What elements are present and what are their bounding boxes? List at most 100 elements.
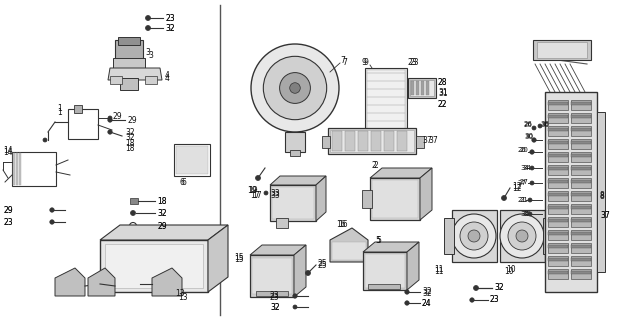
Bar: [597, 112, 605, 272]
Bar: [571, 206, 591, 209]
Text: 37: 37: [600, 211, 609, 220]
Bar: [548, 141, 568, 144]
Circle shape: [130, 211, 136, 215]
Bar: [426, 81, 429, 95]
Bar: [548, 180, 568, 183]
Text: 32: 32: [494, 284, 503, 292]
Text: 35: 35: [520, 211, 529, 217]
Text: 5: 5: [376, 236, 381, 244]
Bar: [548, 154, 568, 157]
Circle shape: [251, 44, 339, 132]
Bar: [571, 258, 591, 261]
Bar: [571, 219, 591, 222]
Circle shape: [530, 166, 534, 170]
Text: 19: 19: [247, 186, 257, 195]
Text: 23: 23: [270, 292, 280, 300]
Circle shape: [502, 196, 507, 201]
Circle shape: [528, 212, 532, 216]
Bar: [290, 150, 300, 156]
Text: 35: 35: [522, 211, 531, 217]
Polygon shape: [330, 228, 368, 262]
Text: 34: 34: [520, 165, 529, 171]
Text: 23: 23: [3, 218, 12, 227]
Text: 25: 25: [318, 259, 327, 268]
Text: 4: 4: [165, 70, 170, 79]
Bar: [13, 153, 15, 185]
Bar: [537, 42, 587, 58]
Bar: [548, 232, 568, 235]
Text: 11: 11: [434, 268, 443, 276]
Text: 17: 17: [252, 190, 262, 199]
Bar: [571, 165, 591, 175]
Polygon shape: [152, 268, 182, 296]
Bar: [365, 254, 405, 288]
Bar: [145, 76, 157, 84]
Bar: [16, 153, 18, 185]
Bar: [330, 130, 414, 152]
Text: 14: 14: [3, 146, 12, 155]
Polygon shape: [294, 245, 306, 297]
Bar: [571, 113, 591, 123]
Bar: [571, 204, 591, 214]
Text: 13: 13: [178, 293, 188, 302]
Text: 8: 8: [600, 190, 604, 199]
Bar: [571, 269, 591, 279]
Text: 26: 26: [524, 121, 533, 127]
Circle shape: [255, 175, 260, 180]
Text: 12: 12: [512, 181, 521, 190]
Bar: [545, 92, 597, 292]
Polygon shape: [55, 268, 85, 296]
Bar: [113, 58, 145, 68]
Polygon shape: [370, 168, 432, 178]
Circle shape: [108, 116, 112, 120]
Text: 22: 22: [438, 100, 448, 108]
Text: 18: 18: [157, 196, 167, 205]
Bar: [272, 187, 314, 219]
Text: 10: 10: [506, 266, 516, 275]
Text: 12: 12: [512, 183, 521, 193]
Circle shape: [50, 220, 54, 224]
Text: 29: 29: [3, 205, 12, 214]
Text: 1: 1: [57, 108, 62, 116]
Text: 2: 2: [372, 161, 377, 170]
Bar: [571, 126, 591, 136]
Text: 30: 30: [524, 133, 533, 139]
Bar: [118, 37, 140, 45]
Text: 32: 32: [165, 23, 175, 33]
Bar: [533, 40, 591, 60]
Polygon shape: [250, 245, 306, 255]
Text: 24: 24: [422, 299, 432, 308]
Text: 23: 23: [165, 13, 175, 22]
Bar: [408, 78, 436, 98]
Bar: [363, 252, 407, 290]
Bar: [105, 244, 203, 288]
Circle shape: [452, 214, 496, 258]
Bar: [328, 128, 416, 154]
Bar: [548, 206, 568, 209]
Bar: [571, 167, 591, 170]
Circle shape: [293, 294, 297, 298]
Text: 29: 29: [157, 221, 167, 230]
Polygon shape: [363, 242, 419, 252]
Bar: [416, 81, 419, 95]
Circle shape: [500, 214, 544, 258]
Text: 4: 4: [165, 74, 170, 83]
Text: 19: 19: [248, 186, 258, 195]
Circle shape: [43, 138, 47, 142]
Text: 14: 14: [3, 148, 12, 156]
Text: 33: 33: [270, 188, 280, 197]
Bar: [548, 100, 568, 110]
Polygon shape: [100, 225, 228, 240]
Text: 3: 3: [148, 51, 153, 60]
Bar: [371, 131, 381, 151]
Bar: [548, 258, 568, 261]
Bar: [548, 217, 568, 227]
Circle shape: [280, 73, 311, 103]
Bar: [571, 141, 591, 144]
Bar: [176, 146, 208, 174]
Bar: [548, 152, 568, 162]
Bar: [384, 131, 394, 151]
Bar: [548, 165, 568, 175]
Text: 22: 22: [438, 100, 448, 108]
Text: 32: 32: [422, 289, 432, 298]
